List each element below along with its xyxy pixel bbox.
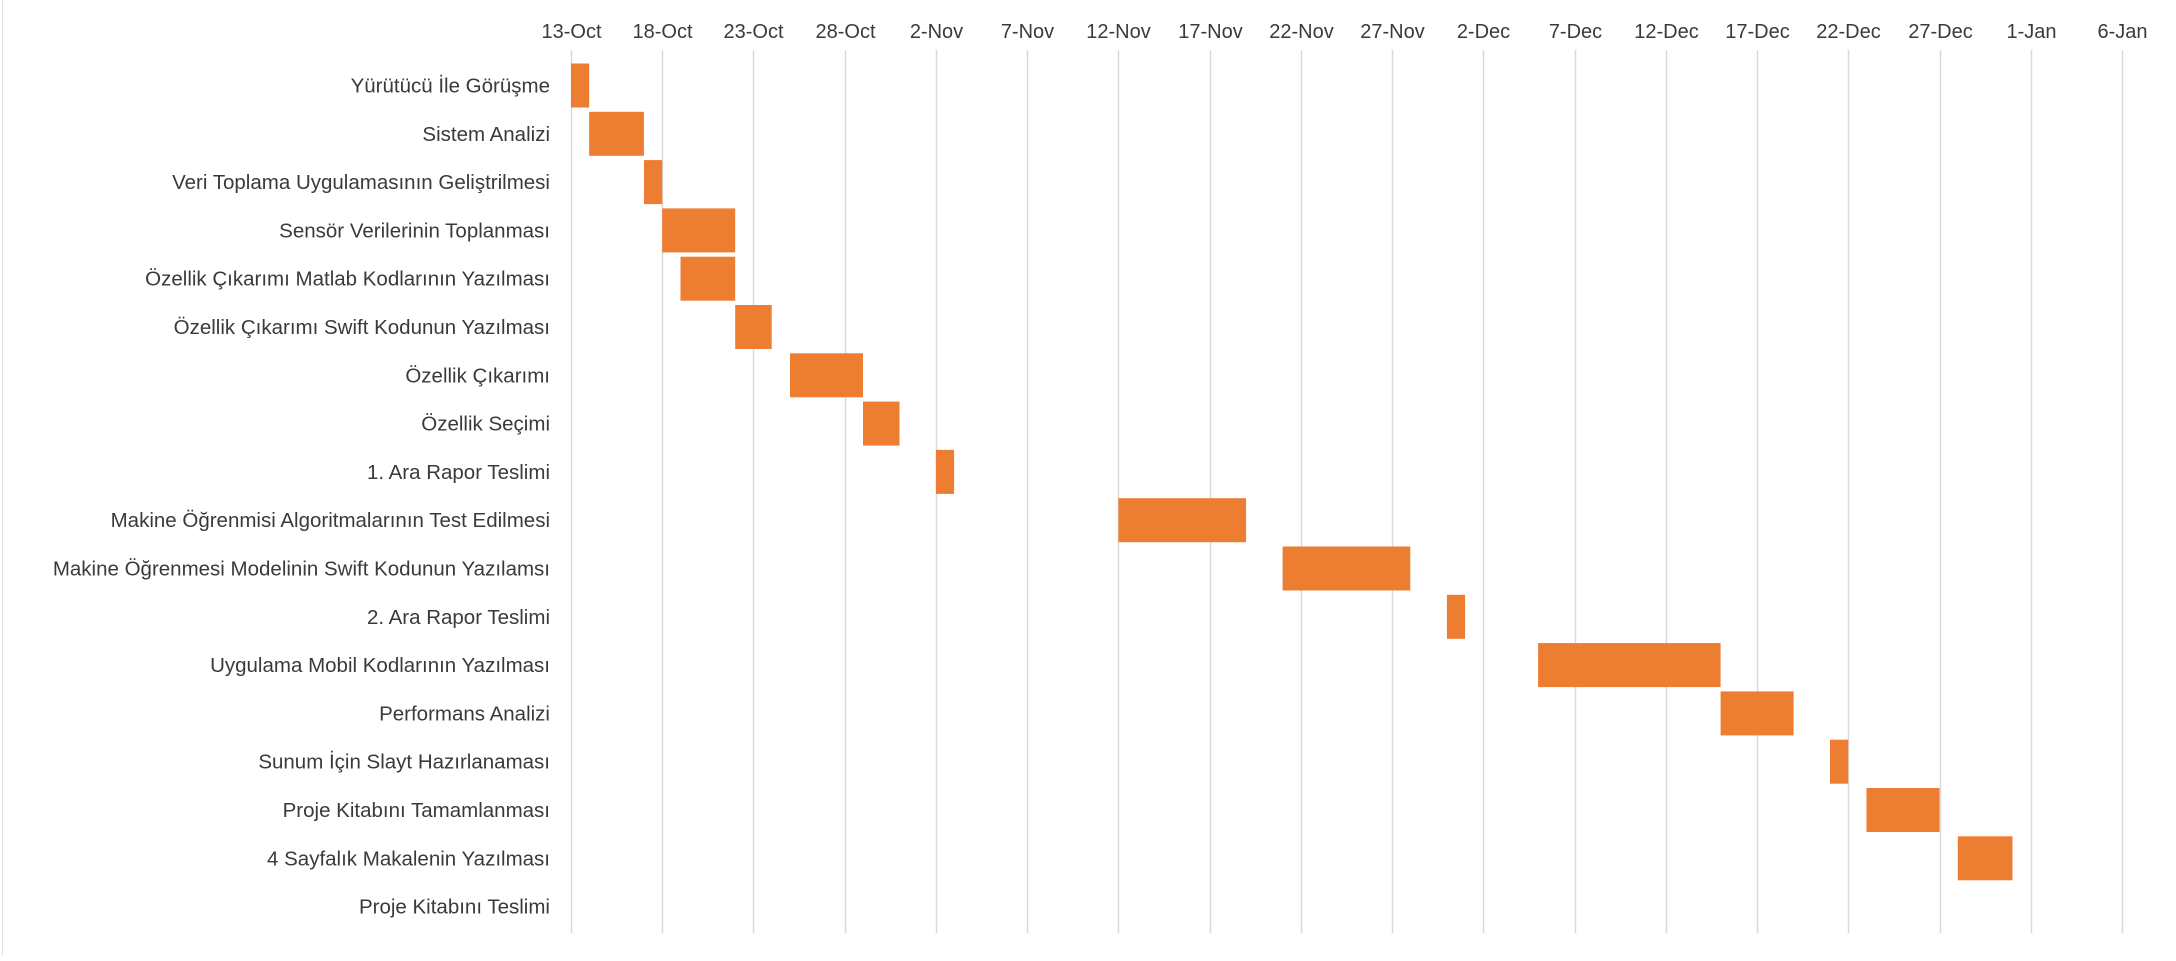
task-bar	[1866, 788, 1940, 832]
x-tick-label: 6-Jan	[2097, 21, 2147, 43]
task-label: Özellik Çıkarımı Swift Kodunun Yazılması	[174, 316, 550, 339]
task-label: Makine Öğrenmesi Modelinin Swift Kodunun…	[53, 558, 550, 581]
x-tick-label: 27-Nov	[1360, 21, 1424, 43]
x-tick-label: 12-Dec	[1634, 21, 1698, 43]
task-label: Proje Kitabını Teslimi	[359, 896, 550, 919]
task-bar	[571, 63, 590, 108]
task-label: Özellik Seçimi	[421, 413, 550, 436]
task-label: Uygulama Mobil Kodlarının Yazılması	[210, 654, 550, 677]
x-tick-label: 1-Jan	[2006, 21, 2056, 43]
task-label: 4 Sayfalık Makalenin Yazılması	[267, 847, 550, 870]
task-label: Özellik Çıkarımı	[405, 364, 550, 387]
task-bar	[644, 160, 663, 205]
x-tick-label: 27-Dec	[1908, 21, 1972, 43]
task-bar	[589, 111, 644, 156]
task-label: Makine Öğrenmisi Algoritmalarının Test E…	[111, 509, 550, 532]
task-bar	[1118, 498, 1247, 543]
task-label: Proje Kitabını Tamamlanması	[283, 799, 550, 822]
task-label: 1. Ara Rapor Teslimi	[367, 461, 550, 484]
task-bar	[1446, 594, 1466, 639]
task-bar	[735, 305, 772, 349]
task-label: 2. Ara Rapor Teslimi	[367, 606, 550, 629]
task-bar	[662, 208, 736, 253]
task-bar	[1538, 643, 1721, 688]
task-label: Özellik Çıkarımı Matlab Kodlarının Yazıl…	[145, 268, 550, 291]
x-tick-label: 23-Oct	[723, 21, 783, 43]
task-bar	[1282, 546, 1411, 591]
x-tick-label: 22-Dec	[1816, 21, 1880, 43]
task-labels: Yürütücü İle Görüşme Sistem Analizi Veri T…	[53, 75, 550, 919]
task-bar	[1957, 836, 2013, 881]
task-label: Sensör Verilerinin Toplanması	[279, 219, 550, 242]
date-axis: 13-Oct 18-Oct 23-Oct 28-Oct 2-Nov 7-Nov 12-Nov…	[541, 21, 2147, 43]
task-bar	[790, 353, 863, 398]
task-label: Sunum İçin Slayt Hazırlanaması	[258, 751, 550, 774]
x-tick-label: 28-Oct	[815, 21, 875, 43]
gridlines	[2, 0, 2124, 956]
x-tick-label: 17-Nov	[1178, 21, 1242, 43]
x-tick-label: 13-Oct	[541, 21, 601, 43]
task-label: Veri Toplama Uygulamasının Geliştrilmesi	[172, 171, 550, 194]
task-bars	[571, 63, 2013, 881]
task-bar	[680, 256, 736, 301]
task-bar	[1830, 739, 1849, 784]
x-tick-label: 7-Nov	[1001, 21, 1054, 43]
task-bar	[1720, 691, 1794, 736]
task-label: Sistem Analizi	[422, 123, 550, 146]
task-label: Yürütücü İle Görüşme	[351, 75, 550, 98]
x-tick-label: 18-Oct	[632, 21, 692, 43]
task-bar	[935, 449, 955, 494]
x-tick-label: 22-Nov	[1269, 21, 1333, 43]
task-bar	[863, 401, 900, 446]
x-tick-label: 2-Nov	[910, 21, 963, 43]
x-tick-label: 2-Dec	[1457, 21, 1510, 43]
x-tick-label: 12-Nov	[1086, 21, 1150, 43]
x-tick-label: 17-Dec	[1725, 21, 1789, 43]
task-label: Performans Analizi	[379, 702, 550, 725]
x-tick-label: 7-Dec	[1549, 21, 1602, 43]
